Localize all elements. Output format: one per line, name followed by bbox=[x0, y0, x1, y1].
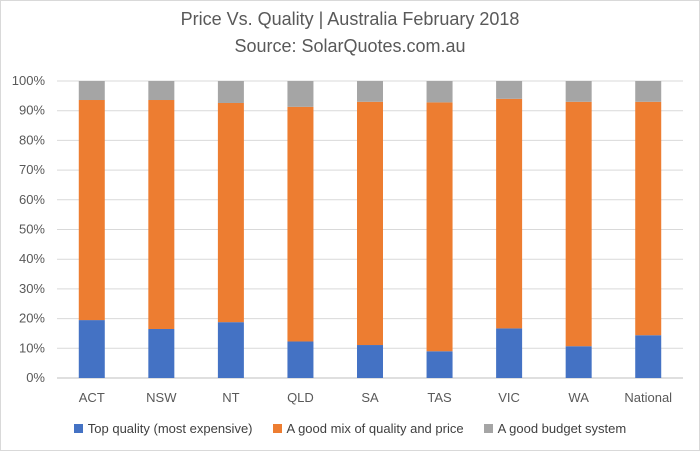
y-tick-label: 10% bbox=[19, 340, 45, 355]
bar-segment bbox=[496, 81, 523, 99]
x-tick-label: National bbox=[624, 390, 672, 405]
x-tick-label: NSW bbox=[146, 390, 177, 405]
bar-segment bbox=[635, 81, 662, 102]
x-tick-label: NT bbox=[222, 390, 239, 405]
legend-swatch bbox=[483, 424, 493, 433]
bar-segment bbox=[287, 106, 314, 342]
legend-swatch bbox=[272, 424, 282, 433]
chart-title: Price Vs. Quality | Australia February 2… bbox=[180, 9, 520, 29]
bar-segment bbox=[217, 81, 244, 103]
bar-segment bbox=[148, 328, 175, 378]
legend-item: A good mix of quality and price bbox=[272, 421, 464, 436]
bar-segment bbox=[78, 320, 105, 378]
chart-subtitle: Source: SolarQuotes.com.au bbox=[234, 36, 466, 56]
legend-item: A good budget system bbox=[483, 421, 627, 436]
bar-segment bbox=[426, 81, 453, 103]
y-tick-label: 40% bbox=[19, 251, 45, 266]
legend-label: A good budget system bbox=[497, 421, 627, 436]
y-tick-label: 90% bbox=[19, 103, 45, 118]
y-tick-label: 0% bbox=[26, 370, 45, 385]
bar-segment bbox=[565, 101, 592, 347]
bar-segment bbox=[565, 81, 592, 102]
y-tick-label: 100% bbox=[12, 73, 46, 88]
bar-segment bbox=[78, 100, 105, 321]
bar-segment bbox=[287, 341, 314, 378]
bar-segment bbox=[635, 101, 662, 336]
bar-segment bbox=[357, 345, 383, 378]
bar-segment bbox=[357, 101, 383, 346]
legend-item: Top quality (most expensive) bbox=[73, 421, 253, 436]
bar-segment bbox=[287, 81, 314, 107]
legend-swatch bbox=[73, 424, 83, 433]
bar-segment bbox=[148, 81, 175, 101]
x-tick-label: TAS bbox=[427, 390, 452, 405]
y-tick-label: 60% bbox=[19, 192, 45, 207]
bar-segment bbox=[148, 100, 175, 329]
x-axis: ACT NSW NT QLD SA TAS VIC WA National bbox=[79, 390, 672, 405]
legend: Top quality (most expensive) A good mix o… bbox=[0, 421, 700, 436]
x-tick-label: ACT bbox=[79, 390, 105, 405]
bar-segment bbox=[496, 98, 523, 329]
bar-segment bbox=[426, 102, 453, 352]
y-tick-label: 70% bbox=[19, 162, 45, 177]
legend-label: A good mix of quality and price bbox=[286, 421, 464, 436]
bar-segment bbox=[635, 335, 662, 378]
bars bbox=[78, 81, 662, 378]
x-tick-label: WA bbox=[568, 390, 589, 405]
bar-segment bbox=[78, 81, 105, 101]
y-tick-label: 80% bbox=[19, 132, 45, 147]
x-tick-label: QLD bbox=[287, 390, 314, 405]
y-axis: 0% 10% 20% 30% 40% 50% 60% 70% 80% 90% 100% bbox=[12, 73, 46, 385]
legend-label: Top quality (most expensive) bbox=[87, 421, 253, 436]
bar-segment bbox=[357, 81, 383, 102]
x-tick-label: VIC bbox=[498, 390, 520, 405]
x-tick-label: SA bbox=[361, 390, 379, 405]
y-tick-label: 50% bbox=[19, 222, 45, 237]
bar-segment bbox=[426, 351, 453, 378]
y-tick-label: 20% bbox=[19, 311, 45, 326]
bar-segment bbox=[217, 322, 244, 378]
bar-segment bbox=[565, 346, 592, 378]
bar-segment bbox=[496, 328, 523, 378]
y-tick-label: 30% bbox=[19, 281, 45, 296]
bar-segment bbox=[217, 102, 244, 323]
